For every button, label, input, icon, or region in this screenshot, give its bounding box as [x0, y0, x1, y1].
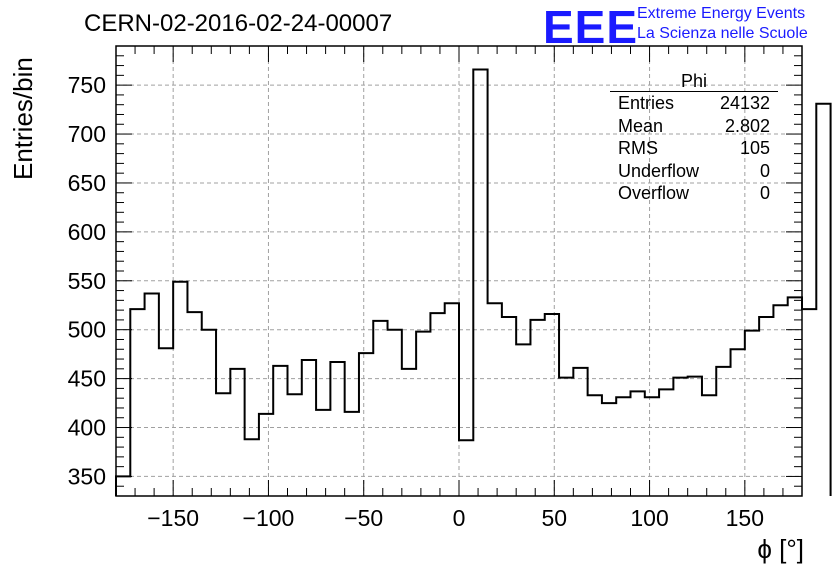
histogram-bin: [688, 377, 702, 496]
histogram-bin: [773, 305, 787, 496]
logo-text-line2: La Scienza nelle Scuole: [637, 25, 808, 42]
stats-value: 2.802: [724, 115, 770, 136]
histogram-bin: [716, 367, 730, 496]
histogram-bin: [245, 439, 259, 496]
histogram-bin: [359, 353, 373, 496]
histogram-bin: [416, 332, 430, 496]
histogram-bin: [673, 378, 687, 496]
y-tick-label: 750: [68, 72, 106, 98]
chart-title: CERN-02-2016-02-24-00007: [84, 10, 393, 37]
y-tick-label: 600: [68, 219, 106, 245]
histogram-bin: [273, 366, 287, 496]
histogram-bin: [216, 393, 230, 496]
histogram-bin: [459, 440, 473, 496]
histogram-bin: [488, 303, 502, 496]
histogram-bin: [559, 378, 573, 496]
x-tick-label: −50: [344, 505, 383, 531]
y-tick-label: 450: [68, 366, 106, 392]
stats-label: Mean: [618, 115, 664, 136]
y-tick-label: 700: [68, 121, 106, 147]
histogram-bin: [659, 389, 673, 496]
stats-value: 24132: [719, 93, 770, 113]
histogram-bin: [802, 309, 816, 496]
stats-value: 0: [759, 160, 770, 181]
histogram-bin: [345, 412, 359, 496]
histogram-bin: [602, 403, 616, 496]
stats-row-entries: Entries 24132: [610, 92, 778, 115]
histogram-bin: [316, 410, 330, 496]
stats-row-underflow: Underflow 0: [610, 160, 778, 183]
histogram-bin: [202, 330, 216, 496]
x-tick-label: 0: [453, 505, 466, 531]
x-tick-label: 50: [541, 505, 567, 531]
x-tick-label: 100: [630, 505, 668, 531]
histogram-bin: [130, 309, 144, 496]
histogram-bin: [473, 69, 487, 496]
logo-text-line1: Extreme Energy Events: [637, 5, 806, 22]
histogram-bin: [259, 414, 273, 496]
histogram-bin: [145, 294, 159, 497]
histogram-bin: [516, 344, 530, 496]
histogram-bin: [816, 104, 830, 496]
histogram-bin: [631, 391, 645, 496]
stats-label: Entries: [618, 93, 675, 113]
histogram-bars: [115, 68, 832, 497]
histogram-bin: [230, 369, 244, 496]
stats-value: 105: [739, 138, 770, 158]
histogram-bin: [388, 330, 402, 496]
stats-label: Overflow: [618, 183, 690, 203]
histogram-bin: [159, 348, 173, 496]
histogram-bin: [573, 368, 587, 496]
histogram-bin: [616, 397, 630, 496]
histogram-bin: [330, 362, 344, 496]
histogram-bin: [588, 395, 602, 496]
histogram-bin: [430, 313, 444, 496]
histogram-bin: [702, 395, 716, 496]
histogram-bin: [745, 331, 759, 496]
histogram-bin: [530, 320, 544, 496]
stats-row-mean: Mean 2.802: [610, 115, 778, 138]
histogram-bin: [173, 282, 187, 496]
stats-value: 0: [759, 183, 770, 203]
y-tick-label: 500: [68, 317, 106, 343]
stats-row-rms: RMS 105: [610, 137, 778, 160]
histogram-bin: [402, 369, 416, 496]
y-tick-label: 400: [68, 415, 106, 441]
eee-logo: EEE: [543, 1, 639, 53]
x-tick-label: −150: [147, 505, 199, 531]
y-tick-label: 650: [68, 170, 106, 196]
y-tick-label: 550: [68, 268, 106, 294]
y-axis-label: Entries/bin: [8, 57, 38, 180]
y-tick-label: 350: [68, 463, 106, 489]
x-tick-label: −100: [243, 505, 295, 531]
histogram-bin: [187, 312, 201, 496]
histogram-bin: [645, 397, 659, 496]
histogram-bin: [731, 349, 745, 496]
stats-label: Underflow: [618, 160, 700, 181]
histogram-bin: [502, 317, 516, 496]
stats-label: RMS: [618, 138, 658, 158]
stats-box: Phi Entries 24132 Mean 2.802 RMS 105 Underf…: [610, 72, 778, 205]
histogram-bin: [288, 394, 302, 496]
histogram-bin: [445, 303, 459, 496]
histogram-bin: [759, 317, 773, 496]
histogram-bin: [545, 314, 559, 496]
stats-title: Phi: [610, 72, 778, 92]
stats-row-overflow: Overflow 0: [610, 182, 778, 205]
axes: −150 −100 −50 0 50 100 150 350 400 450 500 550 600 65…: [68, 45, 803, 531]
histogram-bin: [302, 360, 316, 496]
histogram-bin: [373, 321, 387, 496]
histogram-outline: [115, 68, 832, 496]
x-axis-label: ϕ [°]: [757, 534, 804, 564]
x-tick-label: 150: [726, 505, 764, 531]
